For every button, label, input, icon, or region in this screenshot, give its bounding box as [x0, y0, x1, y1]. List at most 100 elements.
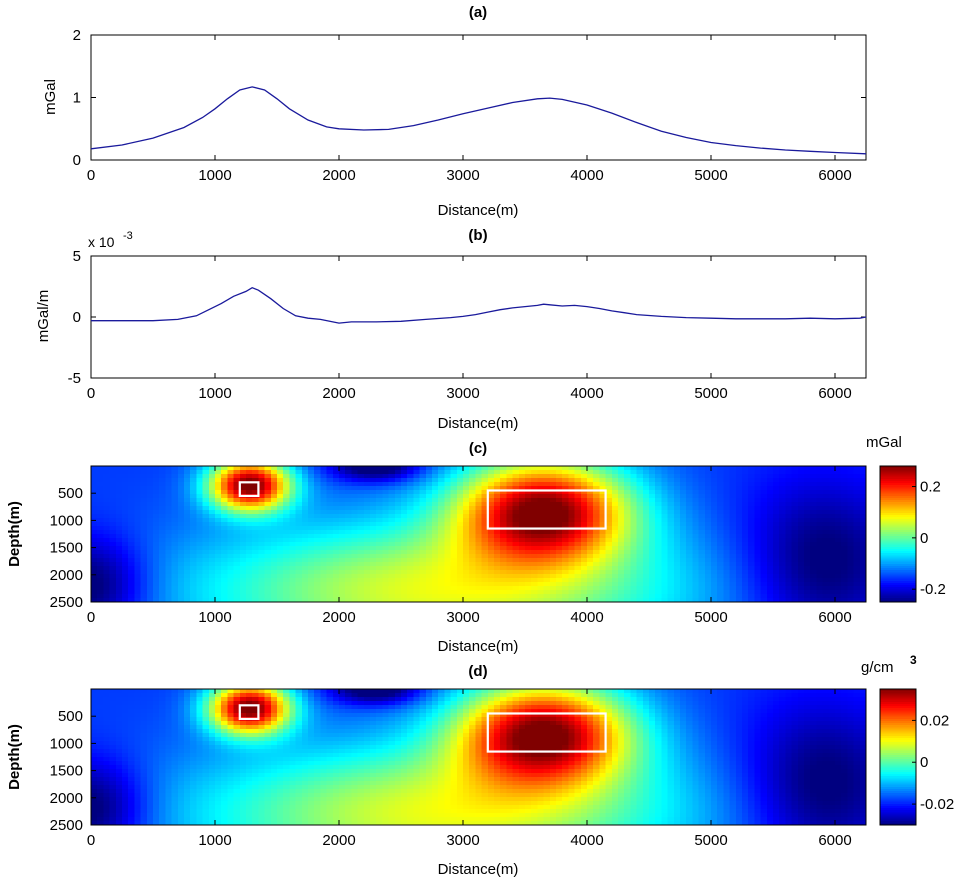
heatmap-cell — [246, 470, 253, 475]
heatmap-cell — [153, 534, 160, 539]
heatmap-cell — [320, 518, 328, 523]
heatmap-cell — [109, 510, 117, 515]
heatmap-cell — [785, 534, 793, 539]
heatmap-cell — [345, 470, 352, 475]
heatmap-cell — [487, 570, 495, 575]
heatmap-cell — [153, 717, 160, 722]
heatmap-cell — [835, 574, 842, 579]
heatmap-cell — [153, 753, 160, 758]
heatmap-cell — [357, 558, 365, 563]
heatmap-cell — [388, 474, 396, 479]
heatmap-cell — [444, 506, 452, 511]
heatmap-cell — [816, 482, 824, 487]
heatmap-cell — [636, 562, 644, 567]
heatmap-cell — [785, 466, 793, 471]
heatmap-cell — [779, 530, 786, 535]
heatmap-cell — [97, 785, 104, 790]
heatmap-cell — [184, 757, 191, 762]
heatmap-cell — [258, 570, 266, 575]
heatmap-cell — [475, 530, 483, 535]
heatmap-cell — [605, 570, 613, 575]
heatmap-cell — [227, 506, 235, 511]
heatmap-cell — [425, 466, 433, 471]
heatmap-cell — [636, 482, 644, 487]
heatmap-cell — [754, 522, 762, 527]
panel-b-xlabel: Distance(m) — [438, 415, 519, 432]
panel-d-title: (d) — [468, 663, 487, 680]
heatmap-cell — [246, 506, 253, 511]
heatmap-cell — [599, 574, 607, 579]
heatmap-cell — [277, 526, 284, 531]
heatmap-cell — [97, 570, 104, 575]
heatmap-cell — [804, 578, 811, 583]
heatmap-cell — [549, 466, 557, 471]
heatmap-cell — [91, 574, 98, 579]
heatmap-cell — [859, 586, 867, 591]
heatmap-cell — [704, 558, 712, 563]
heatmap-cell — [122, 713, 129, 718]
heatmap-cell — [394, 502, 402, 507]
heatmap-cell — [742, 538, 749, 543]
heatmap-cell — [475, 486, 483, 491]
heatmap-cell — [432, 506, 439, 511]
heatmap-cell — [140, 598, 148, 603]
heatmap-cell — [357, 474, 365, 479]
heatmap-cell — [773, 530, 780, 535]
heatmap-cell — [481, 486, 489, 491]
heatmap-cell — [339, 570, 346, 575]
heatmap-cell — [711, 586, 718, 591]
heatmap-cell — [785, 518, 793, 523]
heatmap-cell — [624, 518, 631, 523]
heatmap-cell — [543, 490, 551, 495]
heatmap-cell — [363, 594, 371, 599]
heatmap-cell — [444, 534, 452, 539]
heatmap-cell — [407, 530, 414, 535]
heatmap-cell — [568, 530, 576, 535]
heatmap-cell — [97, 797, 104, 802]
heatmap-cell — [425, 498, 433, 503]
heatmap-cell — [128, 474, 135, 479]
panel-b-xtick-label: 1000 — [198, 385, 231, 402]
heatmap-cell — [785, 538, 793, 543]
heatmap-cell — [103, 526, 111, 531]
heatmap-cell — [91, 797, 98, 802]
heatmap-cell — [134, 809, 142, 814]
heatmap-cell — [320, 582, 328, 587]
heatmap-cell — [252, 578, 259, 583]
heatmap-cell — [587, 522, 594, 527]
heatmap-cell — [407, 506, 414, 511]
heatmap-cell — [357, 506, 365, 511]
heatmap-cell — [450, 482, 458, 487]
heatmap-cell — [754, 586, 762, 591]
heatmap-cell — [320, 494, 328, 499]
heatmap-cell — [177, 574, 185, 579]
heatmap-cell — [184, 570, 191, 575]
heatmap-cell — [308, 598, 315, 603]
heatmap-cell — [252, 566, 259, 571]
heatmap-cell — [202, 538, 210, 543]
heatmap-cell — [469, 582, 476, 587]
heatmap-cell — [146, 534, 154, 539]
heatmap-cell — [779, 598, 786, 603]
heatmap-cell — [841, 514, 848, 519]
heatmap-cell — [97, 769, 104, 774]
heatmap-cell — [537, 486, 545, 491]
heatmap-cell — [320, 558, 328, 563]
heatmap-cell — [630, 506, 638, 511]
heatmap-cell — [717, 474, 724, 479]
heatmap-cell — [146, 542, 154, 547]
heatmap-cell — [642, 530, 650, 535]
heatmap-cell — [140, 749, 148, 754]
heatmap-cell — [618, 582, 625, 587]
heatmap-cell — [717, 510, 724, 515]
heatmap-cell — [735, 582, 743, 587]
heatmap-cell — [543, 562, 551, 567]
heatmap-cell — [698, 490, 706, 495]
heatmap-cell — [835, 566, 842, 571]
colorbar-step — [880, 495, 916, 499]
heatmap-cell — [574, 486, 582, 491]
heatmap-cell — [351, 534, 359, 539]
heatmap-cell — [283, 478, 290, 483]
heatmap-cell — [568, 558, 576, 563]
heatmap-cell — [680, 566, 687, 571]
